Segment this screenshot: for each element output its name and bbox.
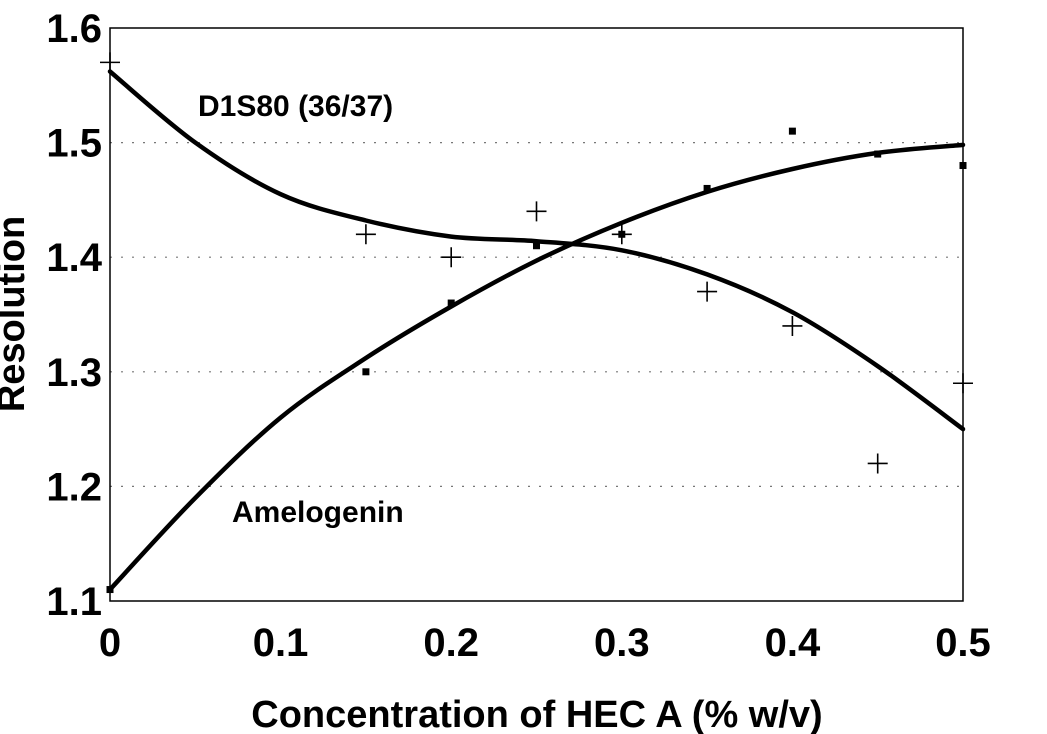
fit-curve-series-1 [107, 142, 966, 592]
series-label-d1s80: D1S80 (36/37) [198, 90, 393, 123]
grid [110, 142, 963, 487]
point-series-0-5 [697, 281, 718, 302]
fit-curves [107, 69, 966, 592]
x-tick-label: 0 [99, 621, 121, 665]
x-tick-label: 0.4 [765, 621, 821, 665]
y-tick-labels: 1.1 1.2 1.3 1.4 1.5 1.6 [46, 7, 102, 624]
point-series-1-7 [874, 150, 882, 158]
point-series-1-4 [618, 230, 626, 238]
x-tick-labels: 0 0.1 0.2 0.3 0.4 0.5 [99, 621, 991, 665]
point-series-1-1 [362, 368, 370, 376]
fit-curve-series-0 [107, 69, 966, 432]
y-tick-label: 1.4 [46, 236, 102, 280]
point-series-0-0 [100, 52, 120, 73]
data-points [100, 52, 973, 594]
point-series-0-2 [441, 247, 462, 268]
point-series-0-6 [782, 315, 803, 336]
point-series-1-8 [959, 162, 967, 170]
y-tick-label: 1.6 [46, 7, 102, 51]
y-tick-label: 1.2 [46, 465, 102, 509]
point-series-0-3 [526, 201, 547, 222]
x-tick-label: 0.5 [935, 621, 991, 665]
x-tick-label: 0.2 [423, 621, 479, 665]
y-tick-label: 1.5 [46, 122, 102, 166]
point-series-1-0 [106, 586, 114, 594]
series-label-amelogenin: Amelogenin [232, 496, 404, 529]
point-series-1-5 [703, 184, 711, 192]
point-series-1-2 [447, 299, 455, 307]
y-axis-title: Resolution [0, 216, 33, 412]
y-tick-label: 1.3 [46, 351, 102, 395]
plot-frame [109, 27, 964, 602]
x-axis-title: Concentration of HEC A (% w/v) [251, 694, 822, 734]
point-series-1-3 [533, 242, 540, 250]
point-series-0-7 [867, 453, 888, 474]
point-series-0-1 [355, 224, 376, 245]
point-series-1-6 [788, 127, 796, 135]
point-series-0-8 [953, 373, 973, 394]
x-tick-label: 0.1 [253, 621, 309, 665]
y-tick-label: 1.1 [46, 580, 102, 624]
x-tick-label: 0.3 [594, 621, 650, 665]
